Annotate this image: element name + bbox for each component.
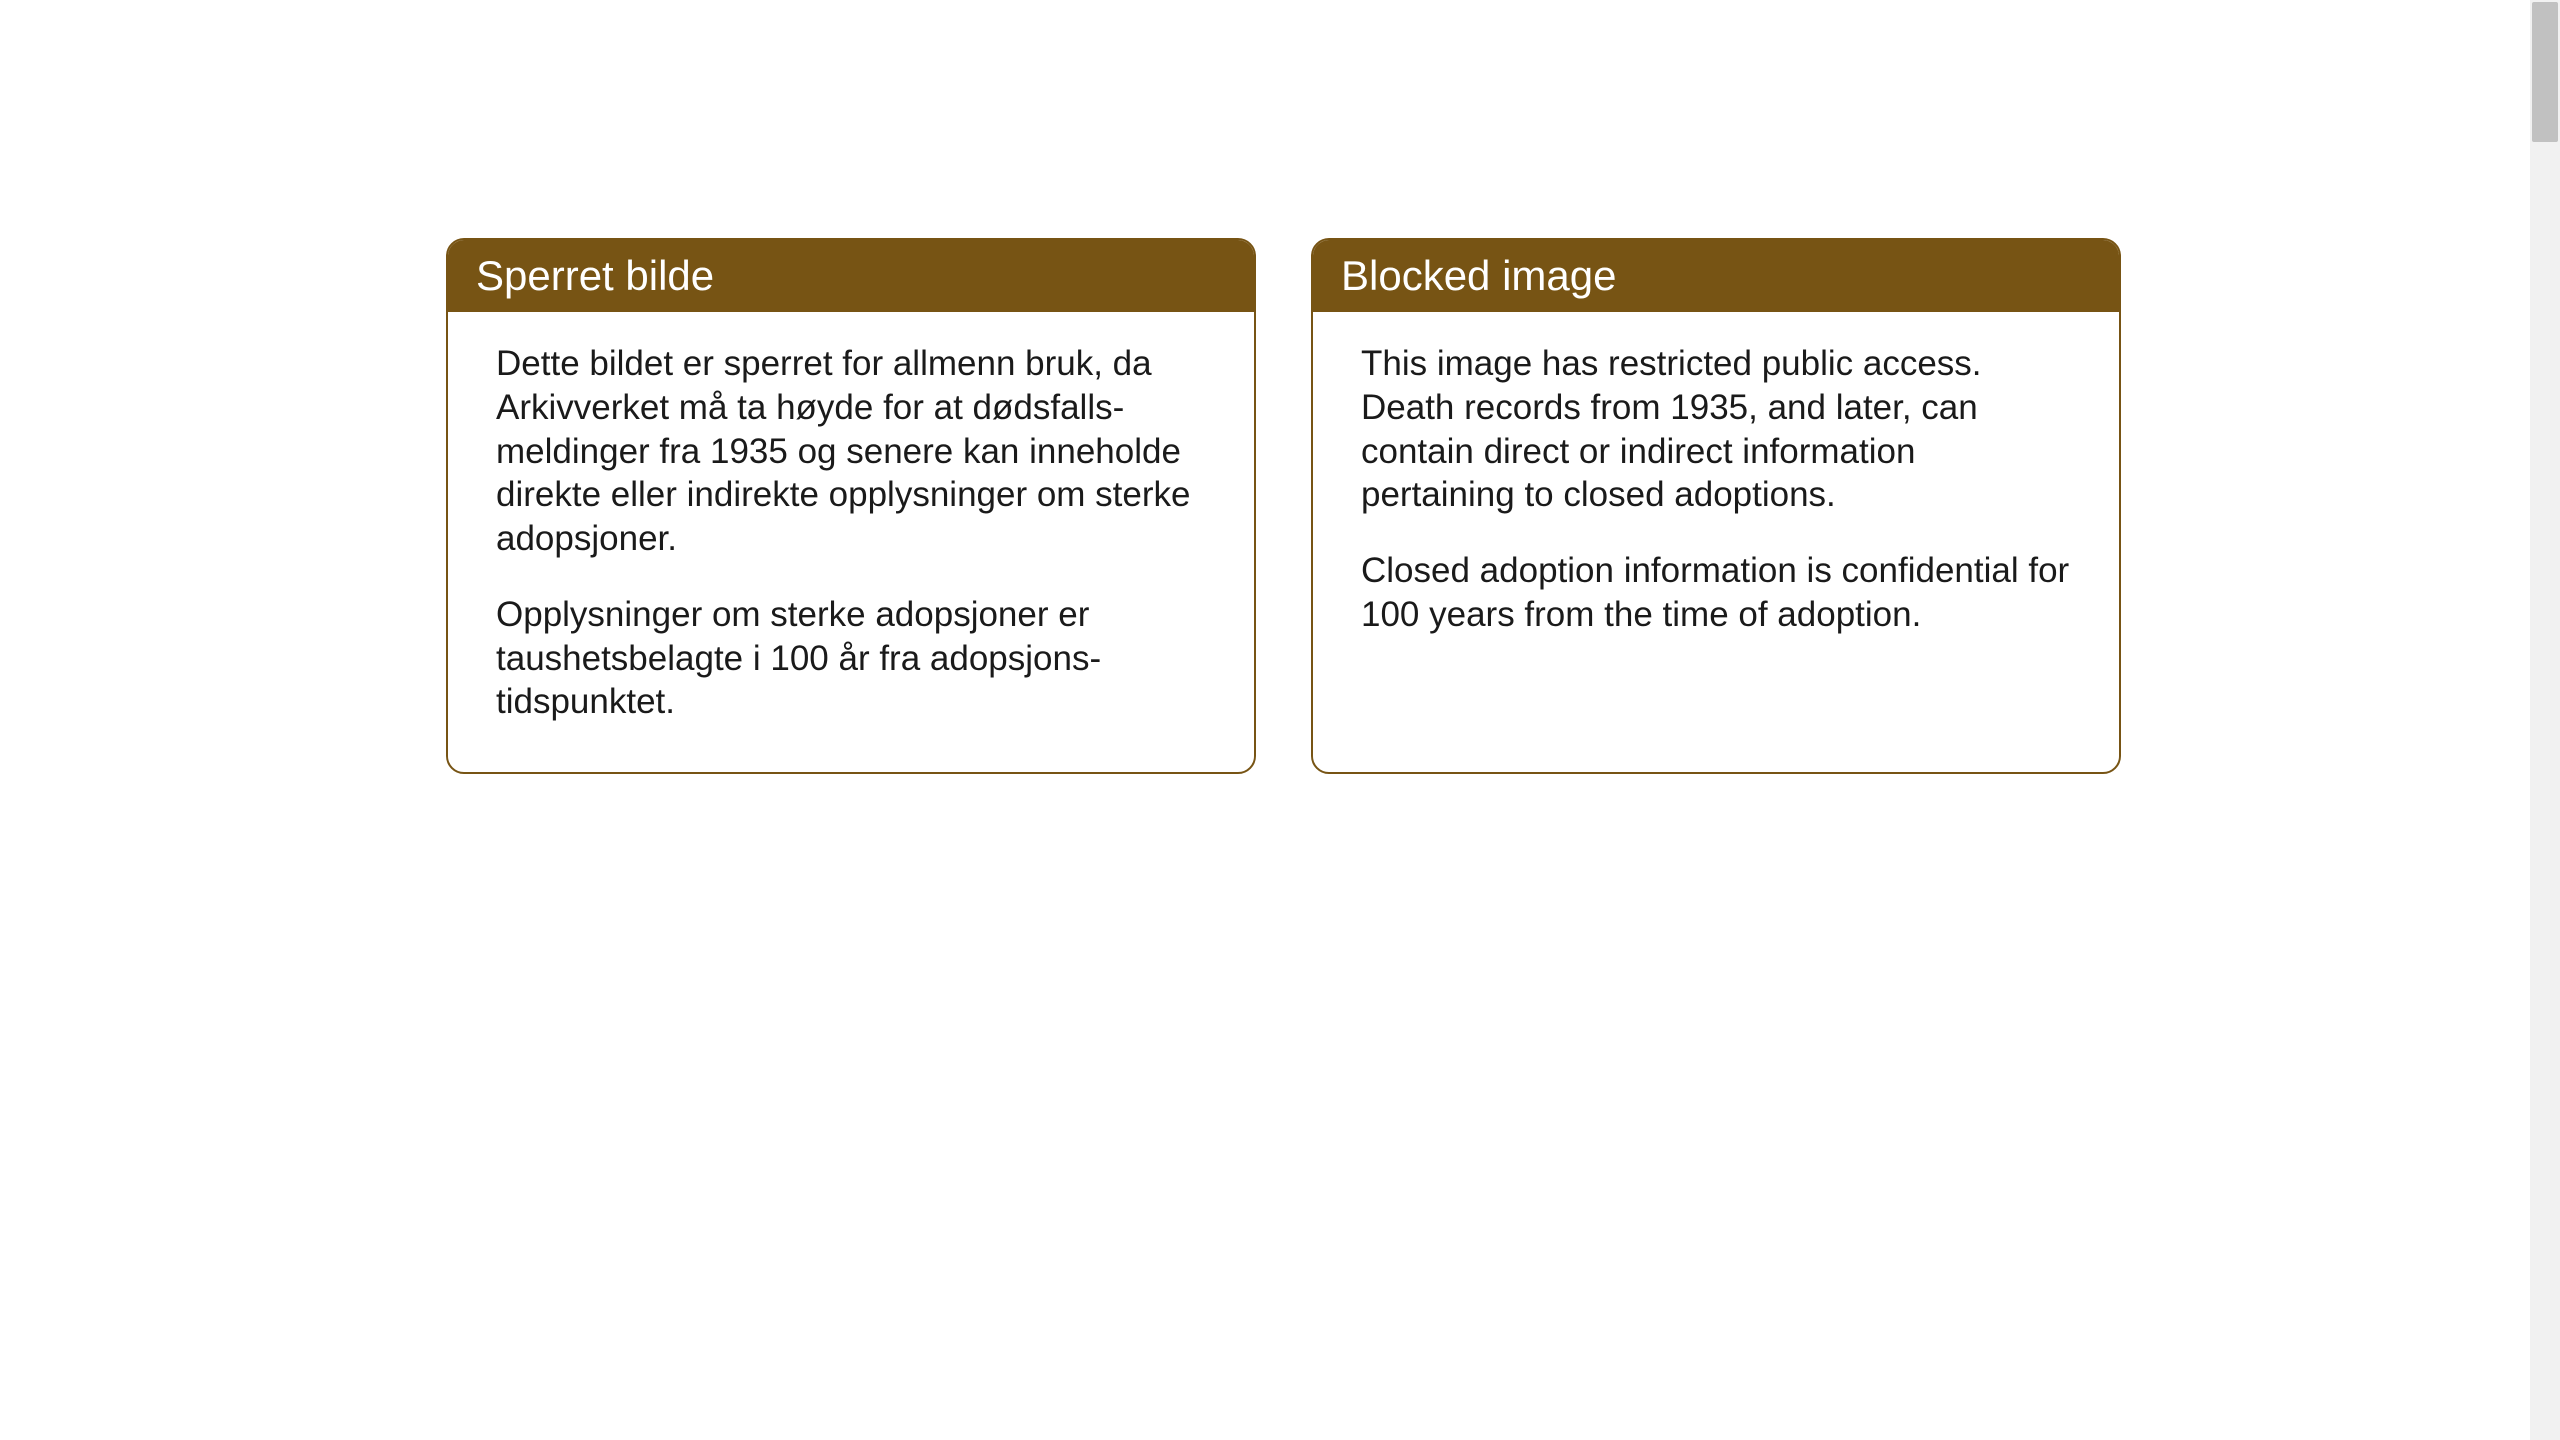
notice-cards-container: Sperret bilde Dette bildet er sperret fo… — [446, 238, 2121, 774]
norwegian-paragraph-1: Dette bildet er sperret for allmenn bruk… — [496, 342, 1206, 561]
english-card-title: Blocked image — [1313, 240, 2119, 312]
norwegian-card-body: Dette bildet er sperret for allmenn bruk… — [448, 312, 1254, 772]
english-paragraph-1: This image has restricted public access.… — [1361, 342, 2071, 517]
norwegian-card-title: Sperret bilde — [448, 240, 1254, 312]
english-paragraph-2: Closed adoption information is confident… — [1361, 549, 2071, 637]
english-card-body: This image has restricted public access.… — [1313, 312, 2119, 752]
norwegian-paragraph-2: Opplysninger om sterke adopsjoner er tau… — [496, 593, 1206, 724]
norwegian-notice-card: Sperret bilde Dette bildet er sperret fo… — [446, 238, 1256, 774]
scrollbar-thumb[interactable] — [2532, 2, 2558, 142]
english-notice-card: Blocked image This image has restricted … — [1311, 238, 2121, 774]
scrollbar-track[interactable] — [2530, 0, 2560, 1440]
